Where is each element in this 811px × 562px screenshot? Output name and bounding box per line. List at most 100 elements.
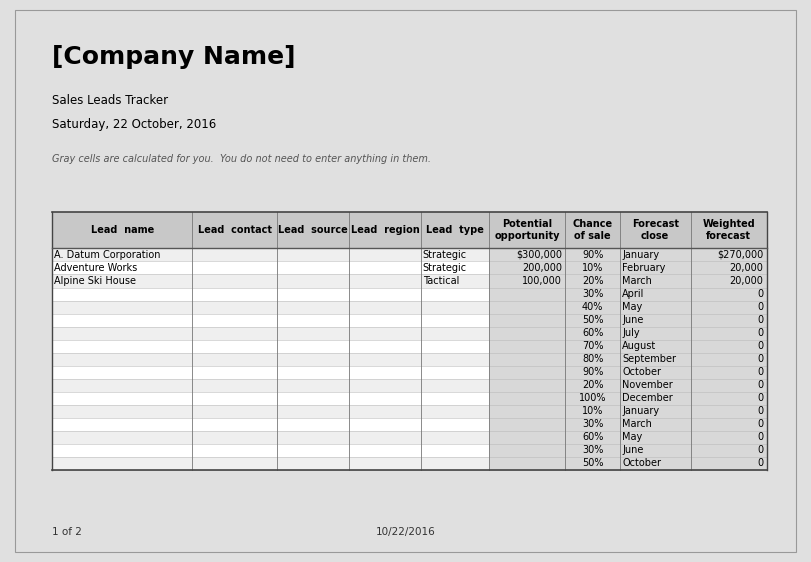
Text: 20,000: 20,000: [730, 263, 764, 273]
Bar: [489, 443, 565, 456]
Bar: [349, 339, 421, 352]
Bar: [277, 405, 349, 418]
Bar: [277, 288, 349, 301]
Bar: [277, 327, 349, 339]
Bar: [192, 327, 277, 339]
Bar: [421, 405, 489, 418]
Text: Gray cells are calculated for you.  You do not need to enter anything in them.: Gray cells are calculated for you. You d…: [52, 153, 431, 164]
Bar: [52, 339, 192, 352]
Text: 0: 0: [757, 432, 764, 442]
Bar: [349, 430, 421, 443]
Bar: [52, 288, 192, 301]
Bar: [192, 314, 277, 327]
Bar: [565, 379, 620, 392]
Text: 0: 0: [757, 354, 764, 364]
Bar: [565, 405, 620, 418]
Bar: [52, 443, 192, 456]
Bar: [192, 456, 277, 469]
Bar: [349, 418, 421, 430]
Text: June: June: [622, 445, 644, 455]
Text: July: July: [622, 328, 640, 338]
Bar: [52, 379, 192, 392]
Bar: [489, 365, 565, 379]
Bar: [565, 418, 620, 430]
Bar: [565, 301, 620, 314]
Text: May: May: [622, 302, 642, 312]
Bar: [620, 248, 690, 261]
Bar: [349, 274, 421, 288]
Bar: [349, 352, 421, 365]
Text: Potential
opportunity: Potential opportunity: [495, 219, 560, 241]
Bar: [690, 392, 766, 405]
Bar: [52, 405, 192, 418]
Text: A. Datum Corporation: A. Datum Corporation: [54, 250, 161, 260]
Text: 0: 0: [757, 419, 764, 429]
Bar: [421, 365, 489, 379]
Bar: [421, 430, 489, 443]
Bar: [489, 430, 565, 443]
Bar: [277, 430, 349, 443]
Text: 30%: 30%: [582, 419, 603, 429]
Text: April: April: [622, 289, 645, 299]
Bar: [489, 261, 565, 274]
Bar: [620, 327, 690, 339]
Bar: [192, 392, 277, 405]
Bar: [277, 365, 349, 379]
Text: Lead  source: Lead source: [278, 225, 348, 235]
Text: 0: 0: [757, 315, 764, 325]
Bar: [690, 314, 766, 327]
Bar: [277, 392, 349, 405]
Bar: [489, 339, 565, 352]
Bar: [421, 248, 489, 261]
Bar: [489, 418, 565, 430]
Bar: [277, 379, 349, 392]
Bar: [690, 456, 766, 469]
Text: Adventure Works: Adventure Works: [54, 263, 138, 273]
Bar: [277, 352, 349, 365]
Text: January: January: [622, 250, 659, 260]
Bar: [277, 301, 349, 314]
Bar: [565, 274, 620, 288]
Bar: [277, 339, 349, 352]
Bar: [192, 274, 277, 288]
Text: $270,000: $270,000: [717, 250, 764, 260]
Text: 1 of 2: 1 of 2: [52, 527, 82, 537]
Bar: [349, 379, 421, 392]
Text: 20%: 20%: [582, 276, 603, 286]
Bar: [690, 261, 766, 274]
Bar: [192, 379, 277, 392]
Bar: [565, 339, 620, 352]
Bar: [421, 327, 489, 339]
Bar: [489, 405, 565, 418]
Bar: [620, 352, 690, 365]
Bar: [192, 430, 277, 443]
Bar: [565, 352, 620, 365]
Bar: [565, 443, 620, 456]
Text: 60%: 60%: [582, 432, 603, 442]
Text: Sales Leads Tracker: Sales Leads Tracker: [52, 94, 168, 107]
Bar: [489, 301, 565, 314]
Text: October: October: [622, 458, 661, 468]
Bar: [489, 314, 565, 327]
Bar: [421, 261, 489, 274]
Bar: [565, 327, 620, 339]
Text: 60%: 60%: [582, 328, 603, 338]
Bar: [565, 288, 620, 301]
Text: January: January: [622, 406, 659, 416]
Bar: [690, 405, 766, 418]
Bar: [620, 405, 690, 418]
Bar: [349, 327, 421, 339]
Bar: [277, 274, 349, 288]
Bar: [489, 248, 565, 261]
Bar: [192, 301, 277, 314]
Bar: [52, 327, 192, 339]
Bar: [52, 248, 192, 261]
Text: 90%: 90%: [582, 250, 603, 260]
Bar: [690, 301, 766, 314]
Bar: [52, 212, 766, 248]
Bar: [421, 392, 489, 405]
Text: 0: 0: [757, 367, 764, 377]
Text: 50%: 50%: [582, 315, 603, 325]
Bar: [349, 314, 421, 327]
Bar: [489, 327, 565, 339]
